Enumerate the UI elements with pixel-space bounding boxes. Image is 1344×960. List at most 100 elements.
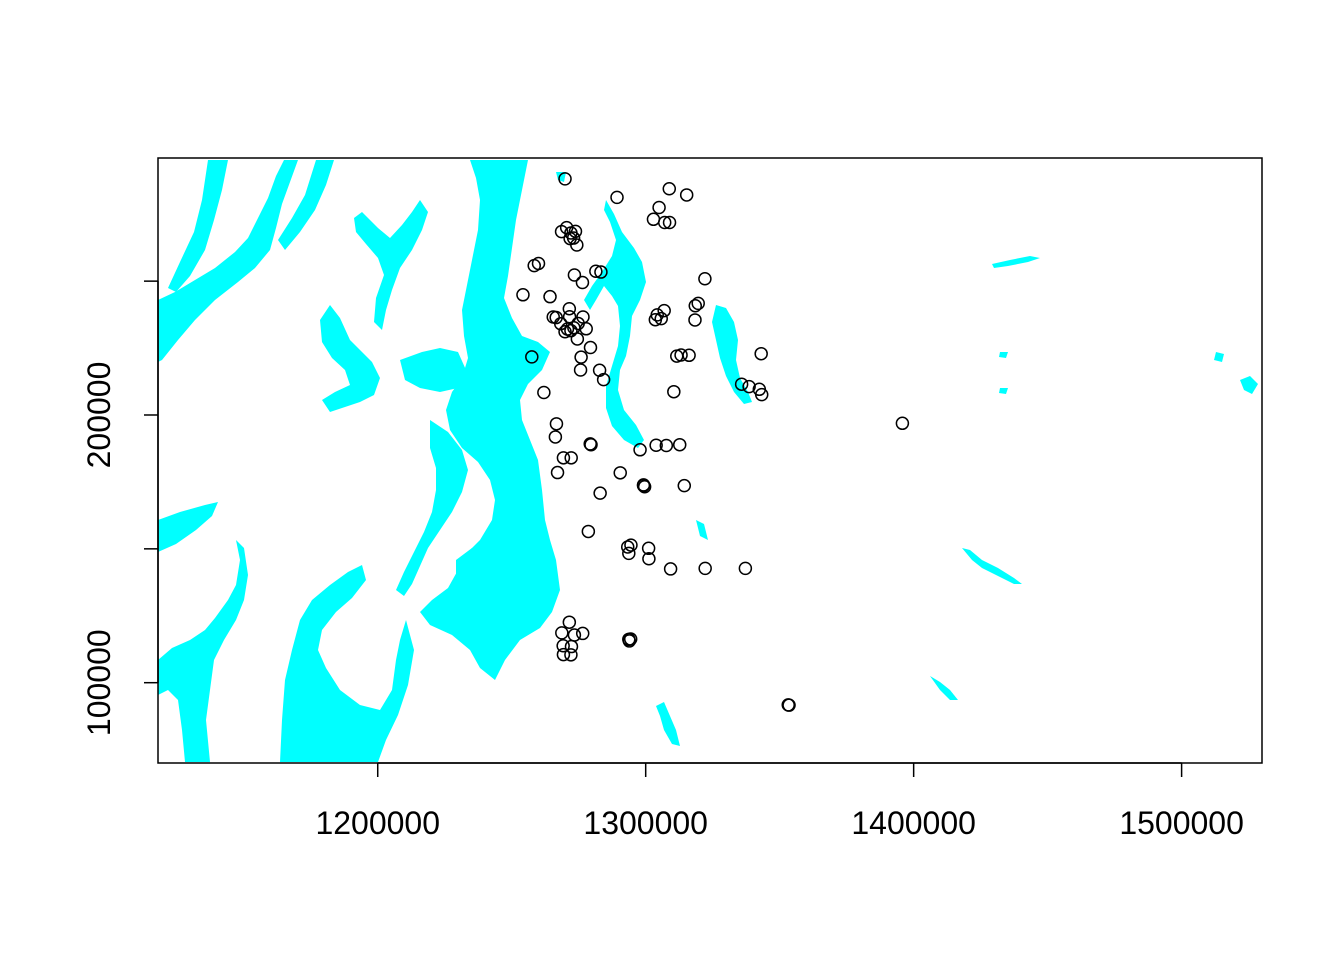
data-point	[782, 698, 796, 712]
data-point	[754, 346, 768, 361]
data-point	[584, 437, 598, 452]
data-point	[550, 465, 565, 480]
data-point	[567, 268, 582, 282]
water-polygon-sound-west-lobe	[400, 348, 466, 392]
data-point	[624, 538, 638, 552]
data-point	[573, 363, 588, 377]
data-point	[554, 224, 569, 239]
data-point	[516, 288, 530, 302]
water-polygon-small-5	[999, 388, 1008, 394]
data-point	[564, 323, 578, 338]
data-point	[556, 451, 571, 465]
data-point	[581, 524, 596, 539]
water-polygon-sw-inlet-2	[280, 565, 414, 762]
data-point	[562, 615, 577, 629]
water-polygon-small-4	[1214, 352, 1224, 362]
data-point	[659, 438, 674, 453]
data-point	[564, 639, 579, 654]
data-point	[623, 632, 638, 646]
data-point	[562, 301, 577, 316]
data-point	[648, 312, 663, 327]
water-polygon-east-lake-4	[930, 676, 958, 700]
data-point	[564, 451, 578, 465]
water-polygon-south-pond	[656, 702, 680, 746]
data-point	[556, 638, 570, 653]
data-point	[657, 215, 672, 230]
data-point	[641, 541, 656, 556]
data-point	[613, 466, 627, 480]
y-tick-label: 100000	[81, 629, 117, 736]
data-point	[649, 438, 663, 452]
data-point	[663, 562, 678, 576]
data-point	[688, 299, 703, 313]
data-point	[596, 372, 611, 387]
water-polygon-central-inlet	[320, 305, 380, 412]
data-point	[636, 478, 651, 492]
data-point	[583, 340, 598, 355]
data-point	[670, 349, 684, 363]
data-point	[698, 561, 712, 576]
data-point	[672, 437, 687, 452]
water-polygon-sw-inlet-1	[158, 540, 248, 762]
data-point	[543, 289, 557, 304]
data-point	[742, 379, 756, 394]
data-point	[654, 311, 668, 326]
data-point	[589, 264, 603, 278]
water-bodies-layer	[158, 160, 1258, 762]
data-point	[593, 486, 607, 500]
data-point	[579, 322, 593, 336]
water-polygon-west-inlet	[158, 160, 298, 362]
data-point	[662, 215, 677, 230]
data-point	[525, 350, 539, 364]
data-point	[622, 634, 637, 648]
y-tick-label: 200000	[81, 362, 117, 469]
water-polygon-sw-bay	[158, 502, 218, 552]
data-point	[657, 303, 671, 318]
water-polygon-small-3	[999, 352, 1008, 358]
water-polygon-sound-south-arm	[396, 420, 468, 596]
data-point	[594, 265, 608, 279]
x-tick-label: 1400000	[851, 805, 976, 841]
y-axis: 100000 200000	[81, 280, 159, 736]
data-point	[738, 561, 753, 576]
data-point	[620, 540, 635, 554]
water-polygon-north-bay	[354, 200, 428, 330]
water-polygon-north-channel	[278, 160, 334, 250]
data-point	[610, 190, 624, 205]
data-point	[570, 332, 585, 346]
data-point	[754, 387, 769, 402]
data-point	[556, 647, 571, 662]
water-polygon-east-lake-2	[962, 548, 1022, 584]
data-point	[592, 363, 607, 378]
data-point	[633, 443, 647, 457]
data-point	[546, 310, 560, 324]
data-point	[558, 172, 572, 186]
data-point	[652, 200, 666, 215]
x-axis: 1200000 1300000 1400000 1500000	[315, 762, 1244, 841]
data-point	[570, 238, 584, 252]
data-point	[688, 313, 702, 327]
data-point	[562, 309, 577, 324]
data-point	[662, 182, 677, 196]
data-point	[555, 626, 569, 640]
water-polygon-mid-inlet	[452, 545, 520, 612]
water-polygon-east-lake-3	[1240, 376, 1258, 394]
data-point	[567, 628, 582, 642]
data-point	[691, 296, 705, 311]
data-point	[734, 377, 749, 391]
data-point	[895, 416, 910, 431]
water-polygon-lake-sammamish	[712, 305, 752, 404]
water-polygon-puget-sound	[420, 160, 560, 680]
x-tick-label: 1200000	[315, 805, 440, 841]
water-polygon-small-2	[696, 520, 708, 540]
data-point	[574, 350, 588, 364]
water-polygon-nw-channel	[168, 160, 228, 292]
data-point	[537, 385, 551, 400]
data-point	[667, 384, 681, 399]
data-point	[575, 275, 590, 290]
water-polygon-lake-washington	[584, 200, 646, 448]
x-tick-label: 1300000	[583, 805, 708, 841]
data-point	[527, 258, 541, 273]
data-point	[646, 212, 661, 227]
data-point	[575, 626, 590, 641]
